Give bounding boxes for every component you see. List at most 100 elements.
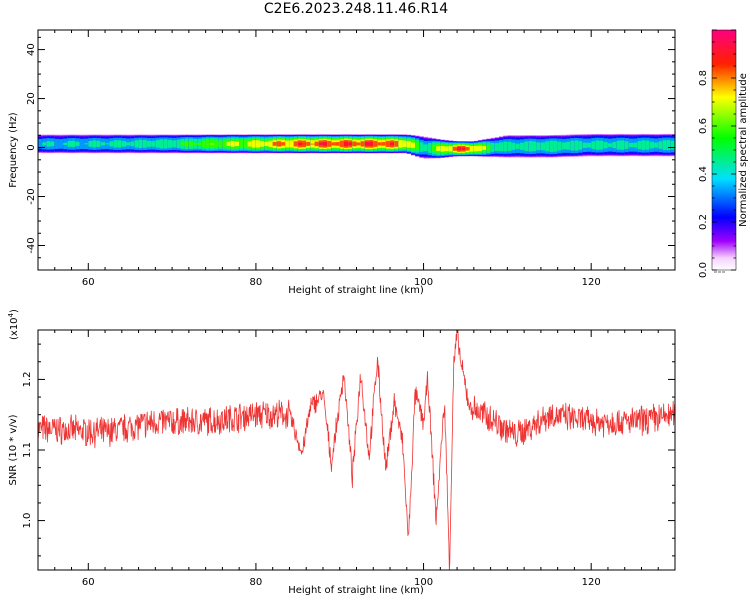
spectrogram-cell — [243, 139, 248, 149]
spectrogram-cell — [394, 140, 399, 147]
spectrogram-cell — [318, 142, 324, 146]
y-tick-label: 0 — [26, 144, 37, 150]
spectrogram-cell — [473, 145, 479, 152]
spectrogram-cell — [155, 140, 160, 148]
snr-series-line — [38, 330, 675, 570]
colorbar-label: Normalized spectral amplitude — [738, 73, 749, 227]
spectrogram-cell — [570, 140, 575, 151]
spectrogram-cell — [385, 140, 391, 147]
x-tick-label: 80 — [250, 277, 263, 288]
x-tick-label: 120 — [582, 577, 601, 588]
colorbar: 0.0 0.2 0.4 0.6 0.8 Normalized spectral ampl… — [698, 29, 749, 278]
spectrogram-cell — [532, 141, 537, 152]
y-tick-label: 20 — [26, 92, 37, 105]
x-tick-label: 100 — [414, 277, 433, 288]
spectrogram-cell — [515, 143, 521, 149]
spectrogram-cell — [528, 141, 533, 152]
spectrogram-cell — [524, 141, 529, 152]
spectrogram-cell — [218, 140, 223, 148]
y-tick-label: -20 — [26, 188, 37, 204]
snr-y-axis: 1.0 1.1 1.2 — [22, 343, 675, 557]
spectrogram-cell — [616, 140, 621, 150]
spectrogram-cell — [599, 140, 605, 150]
spectrogram-cell — [214, 140, 219, 148]
spectrogram-cell — [297, 142, 303, 146]
spectrogram-x-label: Height of straight line (km) — [288, 285, 424, 296]
colorbar-tick-label: 0.2 — [698, 214, 709, 230]
spectrogram-cell — [419, 142, 424, 152]
spectrogram-cell — [113, 140, 118, 148]
spectrogram-cell — [658, 141, 663, 149]
y-tick-label: 40 — [26, 43, 37, 56]
colorbar-ticks: 0.0 0.2 0.4 0.6 0.8 — [698, 29, 736, 278]
spectrogram-cell — [42, 142, 47, 146]
spectrogram-cell — [582, 142, 588, 148]
spectrogram-cell — [285, 140, 290, 148]
spectrogram-cell — [490, 143, 496, 152]
spectrogram-x-axis: 60 80 100 120 — [37, 30, 676, 288]
spectrogram-cell — [633, 142, 638, 148]
spectrogram-cell — [117, 140, 123, 148]
spectrogram-cell — [469, 145, 475, 152]
spectrogram-cell — [352, 141, 357, 147]
spectrogram-cell — [364, 142, 370, 146]
spectrogram-cell — [281, 142, 286, 146]
spectrogram-cell — [209, 143, 215, 145]
spectrogram-cell — [478, 145, 483, 152]
spectrogram-cell — [310, 143, 315, 145]
spectrogram-cell — [553, 140, 558, 152]
spectrogram-cell — [138, 139, 144, 149]
spectrogram-cell — [540, 142, 546, 151]
spectrogram-cell — [134, 140, 139, 148]
spectrogram-cell — [38, 139, 43, 149]
x-tick-label: 60 — [82, 577, 95, 588]
spectrogram-y-axis: -40 -20 0 20 40 — [26, 36, 675, 271]
spectrogram-cell — [226, 141, 232, 146]
spectrogram-cell — [63, 142, 68, 145]
spectrogram-cell — [402, 140, 408, 148]
spectrogram-cell — [339, 140, 345, 148]
spectrogram-cell — [348, 142, 353, 146]
spectrogram-cell — [440, 145, 445, 152]
snr-x-axis: 60 80 100 120 — [37, 330, 676, 588]
spectrogram-cell — [79, 138, 85, 149]
spectrogram-cell — [607, 143, 613, 147]
spectrogram-cell — [666, 140, 672, 151]
spectrogram-cell — [96, 140, 102, 147]
spectrogram-cell — [574, 140, 579, 151]
spectrogram-cell — [360, 141, 366, 147]
spectrogram-cell — [159, 139, 165, 149]
spectrogram-cell — [293, 141, 299, 147]
spectrogram-cell — [105, 143, 110, 145]
spectrogram-cell — [50, 141, 56, 147]
spectrogram-cell — [377, 142, 382, 146]
spectrogram-cell — [390, 142, 395, 146]
x-tick-label: 120 — [582, 277, 601, 288]
spectrogram-cell — [561, 142, 567, 150]
spectrogram-cell — [457, 147, 462, 151]
spectrogram-cell — [448, 146, 454, 152]
spectrogram-cell — [406, 141, 412, 148]
spectrogram-cell — [205, 139, 211, 149]
spectrogram-cell — [494, 143, 500, 151]
spectrogram-cell — [121, 141, 127, 147]
spectrogram-cell — [612, 142, 617, 149]
spectrogram-cell — [427, 143, 433, 153]
spectrogram-band — [38, 133, 675, 159]
spectrogram-cell — [255, 140, 261, 148]
spectrogram-cell — [88, 141, 93, 147]
colorbar-tick-label: 0.0 — [698, 262, 709, 278]
colorbar-tick-label: 0.4 — [698, 166, 709, 182]
spectrogram-cell — [163, 139, 169, 149]
spectrogram-cell — [373, 140, 378, 147]
spectrogram-cell — [268, 140, 273, 147]
spectrogram-cell — [431, 144, 437, 153]
spectrogram-cell — [184, 140, 190, 147]
spectrogram-cell — [444, 146, 449, 152]
spectrogram-cell — [465, 147, 470, 151]
spectrogram-cell — [222, 140, 227, 148]
spectrogram-cell — [637, 141, 642, 150]
spectrogram-cell — [620, 140, 626, 150]
spectrogram-cell — [436, 146, 441, 151]
spectrogram-cell — [461, 147, 466, 150]
